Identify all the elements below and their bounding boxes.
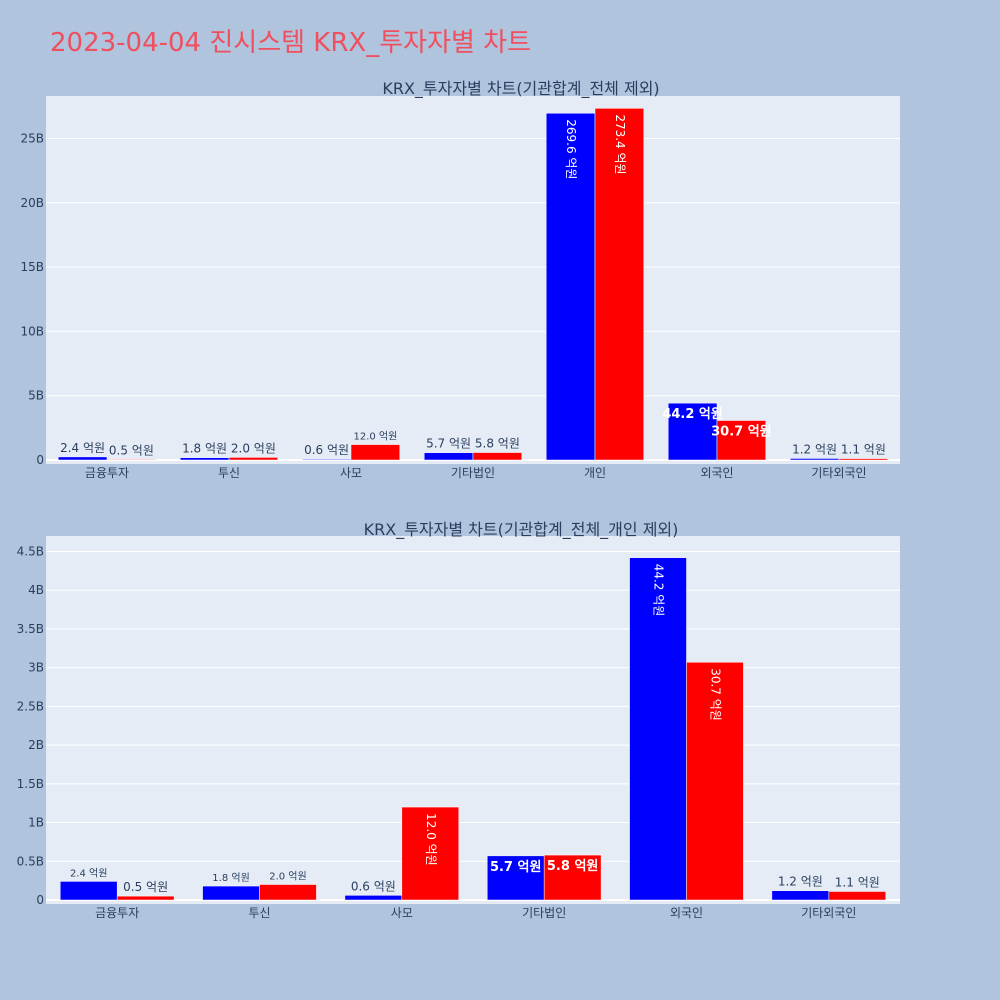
bar[interactable] <box>667 402 718 461</box>
bar-label: 0.6 억원 <box>351 879 396 893</box>
bar[interactable] <box>59 881 118 901</box>
bar[interactable] <box>259 884 317 901</box>
bar[interactable] <box>486 855 545 901</box>
bar[interactable] <box>344 895 403 901</box>
bar[interactable] <box>838 458 889 461</box>
x-tick-label: 사모 <box>391 906 413 920</box>
x-tick-label: 금융투자 <box>85 466 129 480</box>
bar-label: 1.8 억원 <box>212 872 249 884</box>
bar-label: 1.1 억원 <box>841 443 886 457</box>
x-tick-label: 기타외국인 <box>801 906 856 920</box>
bar-label: 5.7 억원 <box>426 437 471 451</box>
bar[interactable] <box>301 458 352 461</box>
bar-label: 0.5 억원 <box>109 443 154 457</box>
x-tick-label: 금융투자 <box>95 906 139 920</box>
bar-label: 44.2 억원 <box>662 407 723 422</box>
bar-label: 0.5 억원 <box>123 880 168 894</box>
y-tick-label: 0.5B <box>17 854 44 868</box>
x-tick-label: 외국인 <box>700 466 733 480</box>
x-tick-label: 기타법인 <box>451 466 495 480</box>
bar-label: 273.4 억원 <box>613 114 627 174</box>
bar[interactable] <box>202 885 260 901</box>
bar-label: 30.7 억원 <box>708 668 722 721</box>
y-tick-label: 5B <box>28 389 44 403</box>
y-tick-label: 0 <box>36 893 44 907</box>
y-tick-label: 3.5B <box>17 622 44 636</box>
x-tick-label: 사모 <box>340 466 362 480</box>
bar-label: 12.0 억원 <box>353 431 397 443</box>
bar[interactable] <box>828 891 887 901</box>
plot-area <box>46 96 900 464</box>
bar[interactable] <box>789 458 840 461</box>
bar-label: 2.0 억원 <box>231 441 276 455</box>
bar[interactable] <box>423 452 474 461</box>
bar-label: 5.8 억원 <box>475 437 520 451</box>
bar[interactable] <box>472 452 523 461</box>
bar[interactable] <box>401 806 460 901</box>
bar-label: 1.8 억원 <box>182 442 227 456</box>
bar[interactable] <box>228 457 279 461</box>
x-tick-label: 외국인 <box>670 906 703 920</box>
x-tick-label: 개인 <box>584 466 606 480</box>
bar-label: 12.0 억원 <box>424 813 438 866</box>
bar[interactable] <box>116 895 175 901</box>
x-tick-label: 기타외국인 <box>811 466 866 480</box>
y-tick-label: 10B <box>20 324 44 338</box>
y-tick-label: 15B <box>20 260 44 274</box>
bar[interactable] <box>629 557 687 901</box>
bar[interactable] <box>594 108 645 461</box>
bar[interactable] <box>543 854 602 901</box>
y-tick-label: 25B <box>20 131 44 145</box>
bar-label: 269.6 억원 <box>564 119 578 179</box>
y-tick-label: 4.5B <box>17 544 44 558</box>
y-tick-label: 1.5B <box>17 777 44 791</box>
bar-label: 2.0 억원 <box>269 871 306 883</box>
bar-label: 30.7 억원 <box>711 425 772 440</box>
y-tick-label: 3B <box>28 661 44 675</box>
bar[interactable] <box>350 444 401 461</box>
y-tick-label: 4B <box>28 583 44 597</box>
chart-1: 0 5B 10B 15B 20B 25B KRX_투자자별 차트(기관합계_전체 제외) 금융… <box>20 79 900 480</box>
y-tick-label: 20B <box>20 196 44 210</box>
page-title: 2023-04-04 진시스템 KRX_투자자별 차트 <box>50 28 532 58</box>
y-tick-label: 2.5B <box>17 699 44 713</box>
bar[interactable] <box>179 457 230 461</box>
chart-2: 0 0.5B 1B 1.5B 2B 2.5B 3B 3.5B 4B 4.5B KRX_투자자별 차트… <box>17 520 900 920</box>
y-tick-label: 0 <box>36 453 44 467</box>
bar-label: 2.4 억원 <box>70 867 107 879</box>
bar[interactable] <box>771 890 830 901</box>
bar-label: 0.6 억원 <box>304 443 349 457</box>
x-tick-label: 투신 <box>218 466 240 480</box>
bar-label: 5.8 억원 <box>547 859 598 874</box>
plot-area <box>46 536 900 904</box>
bar-label: 1.2 억원 <box>778 875 823 889</box>
bar[interactable] <box>106 459 157 461</box>
chart-title: KRX_투자자별 차트(기관합계_전체 제외) <box>382 79 659 99</box>
bar-label: 44.2 억원 <box>652 564 666 617</box>
bar-label: 1.1 억원 <box>835 875 880 889</box>
bar[interactable] <box>686 661 744 901</box>
x-tick-label: 기타법인 <box>522 906 566 920</box>
bar-label: 1.2 억원 <box>792 442 837 456</box>
y-tick-label: 2B <box>28 738 44 752</box>
chart-title: KRX_투자자별 차트(기관합계_전체_개인 제외) <box>364 520 679 540</box>
bar[interactable] <box>57 456 108 461</box>
y-tick-label: 1B <box>28 816 44 830</box>
bar[interactable] <box>716 420 767 461</box>
bar-label: 2.4 억원 <box>60 441 105 455</box>
x-tick-label: 투신 <box>248 906 270 920</box>
bar-label: 5.7 억원 <box>490 860 541 875</box>
